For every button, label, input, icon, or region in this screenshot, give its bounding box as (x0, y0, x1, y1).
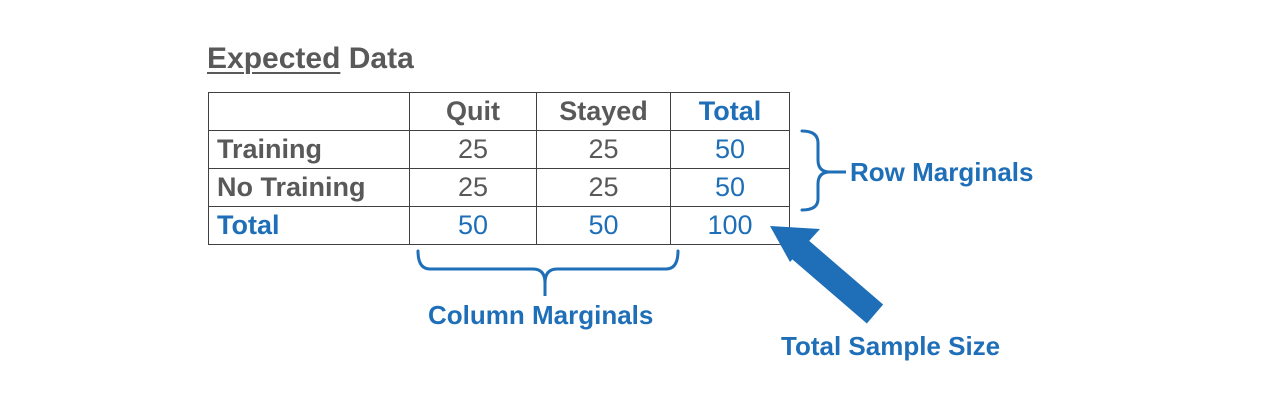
title-rest: Data (340, 42, 414, 75)
table-row: No Training 25 25 50 (208, 168, 790, 207)
header-cell-empty (208, 92, 410, 131)
diagram-title: Expected Data (207, 42, 414, 76)
expected-data-table: Quit Stayed Total Training 25 25 50 No T… (208, 92, 790, 245)
total-sample-size-label: Total Sample Size (781, 331, 1001, 361)
header-cell-stayed: Stayed (536, 92, 671, 131)
total-sample-size-arrow (770, 226, 884, 324)
cell-training-quit: 25 (409, 130, 537, 169)
title-underlined-word: Expected (207, 42, 341, 75)
cell-no-training-stayed: 25 (536, 168, 671, 207)
cell-grand-total: 100 (670, 206, 790, 245)
cell-total-stayed: 50 (536, 206, 671, 245)
column-marginals-label: Column Marginals (428, 300, 654, 330)
cell-training-stayed: 25 (536, 130, 671, 169)
row-marginals-label: Row Marginals (850, 157, 1034, 187)
cell-no-training-quit: 25 (409, 168, 537, 207)
header-cell-total: Total (670, 92, 790, 131)
table-row: Total 50 50 100 (208, 206, 790, 245)
row-label-training: Training (208, 130, 410, 169)
cell-no-training-total: 50 (670, 168, 790, 207)
cell-training-total: 50 (670, 130, 790, 169)
cell-total-quit: 50 (409, 206, 537, 245)
row-marginals-brace (800, 129, 832, 212)
table-row: Training 25 25 50 (208, 130, 790, 169)
column-marginals-brace (416, 249, 680, 285)
row-label-total: Total (208, 206, 410, 245)
row-label-no-training: No Training (208, 168, 410, 207)
